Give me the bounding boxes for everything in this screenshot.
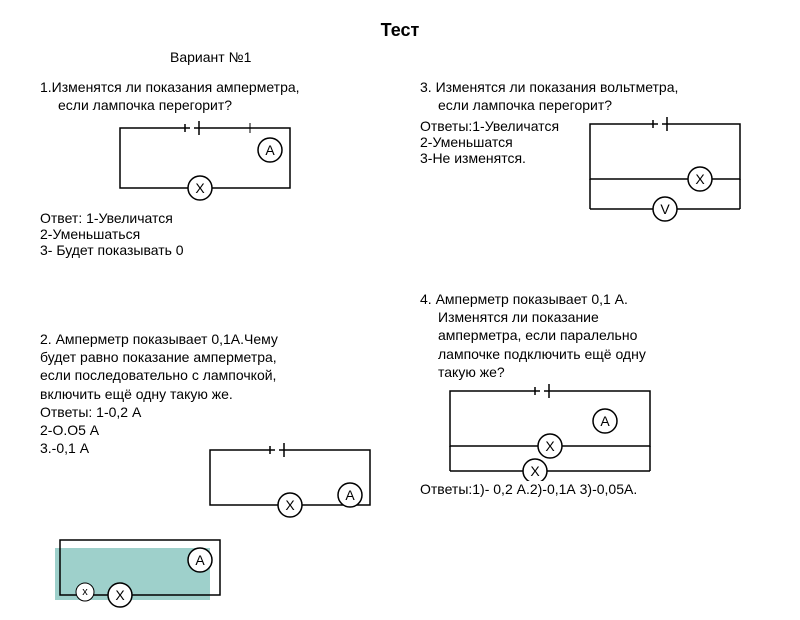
q2-line5: Ответы: 1-0,2 А — [40, 403, 410, 421]
q2-line1: 2. Амперметр показывает 0,1А.Чему — [40, 330, 410, 348]
q2-circuit-lower: А Х х — [55, 530, 285, 620]
q3-ans3: 3-Не изменятся. — [420, 150, 559, 166]
q1-line2: если лампочка перегорит? — [40, 96, 410, 114]
q4-circuit: А Х Х — [440, 381, 690, 481]
q1-circuit: А Х — [110, 118, 330, 208]
q1-line1: 1.Изменятся ли показания амперметра, — [40, 78, 410, 96]
q4-block: 4. Амперметр показывает 0,1 А. Изменятся… — [420, 290, 790, 497]
variant-label: Вариант №1 — [0, 49, 800, 65]
q1-ans1: Ответ: 1-Увеличатся — [40, 210, 410, 226]
q4-line5: такую же? — [420, 363, 790, 381]
q4-lamp-x1: Х — [545, 438, 555, 454]
q4-line3: амперметра, если паралельно — [420, 326, 790, 344]
q2-ammeter-a: А — [345, 487, 355, 503]
page-title: Тест — [0, 0, 800, 41]
q3-ans2: 2-Уменьшатся — [420, 134, 559, 150]
q1-ammeter-label: А — [265, 142, 275, 158]
q2-line3: если последовательно с лампочкой, — [40, 366, 410, 384]
q3-voltmeter-label: V — [660, 201, 670, 217]
q4-lamp-x2: Х — [530, 463, 540, 479]
q3-line1: 3. Изменятся ли показания вольтметра, — [420, 78, 790, 96]
q1-block: 1.Изменятся ли показания амперметра, есл… — [40, 78, 410, 258]
q1-ans2: 2-Уменьшаться — [40, 226, 410, 242]
q4-line2: Изменятся ли показание — [420, 308, 790, 326]
q2-lamp-x2: Х — [115, 587, 125, 603]
q2-ammeter-a2: А — [195, 552, 205, 568]
q2-line6: 2-О.О5 А — [40, 421, 410, 439]
q1-lamp-label: Х — [195, 180, 205, 196]
q1-ans3: 3- Будет показывать 0 — [40, 242, 410, 258]
q4-ammeter-label: А — [600, 413, 610, 429]
q3-ans1: Ответы:1-Увеличатся — [420, 118, 559, 134]
q2-block: 2. Амперметр показывает 0,1А.Чему будет … — [40, 330, 410, 457]
q4-ans: Ответы:1)- 0,2 А.2)-0,1А 3)-0,05А. — [420, 481, 790, 497]
q2-lamp-x: Х — [285, 497, 295, 513]
q2-lamp-x3: х — [82, 586, 88, 598]
q3-line2: если лампочка перегорит? — [420, 96, 790, 114]
q4-line4: лампочке подключить ещё одну — [420, 345, 790, 363]
q3-block: 3. Изменятся ли показания вольтметра, ес… — [420, 78, 790, 114]
q2-line4: включить ещё одну такую же. — [40, 385, 410, 403]
q3-circuit: Х V — [580, 114, 780, 224]
q3-lamp-label: Х — [695, 171, 705, 187]
q4-line1: 4. Амперметр показывает 0,1 А. — [420, 290, 790, 308]
q2-line2: будет равно показание амперметра, — [40, 348, 410, 366]
